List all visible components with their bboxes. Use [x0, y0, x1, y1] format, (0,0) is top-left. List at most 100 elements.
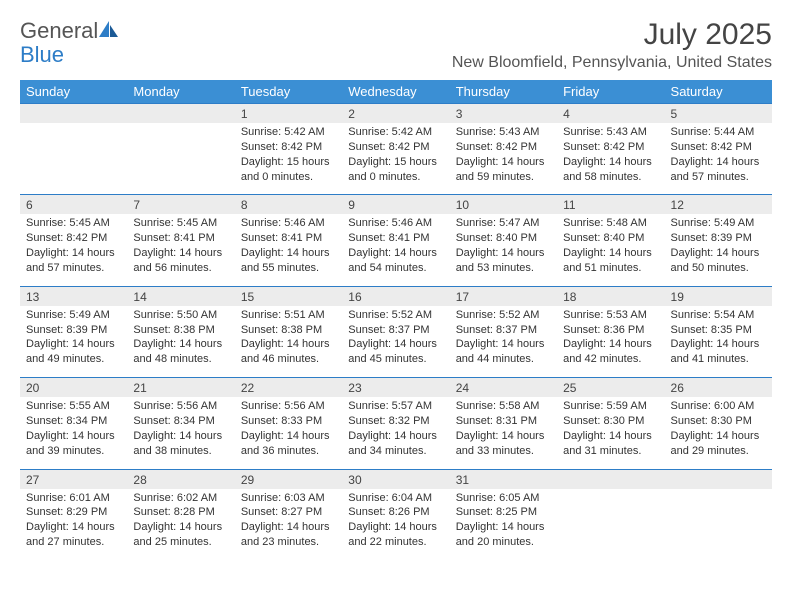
sunset-text: Sunset: 8:40 PM: [563, 231, 658, 246]
sunrise-text: Sunrise: 5:46 AM: [241, 216, 336, 231]
week-detail-row: Sunrise: 5:42 AMSunset: 8:42 PMDaylight:…: [20, 123, 772, 195]
day-number-cell: 14: [127, 286, 234, 306]
day-number-cell: 27: [20, 469, 127, 489]
daylight-text: Daylight: 14 hours and 51 minutes.: [563, 246, 658, 276]
day-detail-cell: Sunrise: 5:47 AMSunset: 8:40 PMDaylight:…: [450, 214, 557, 286]
sunset-text: Sunset: 8:42 PM: [563, 140, 658, 155]
day-detail-cell: Sunrise: 6:03 AMSunset: 8:27 PMDaylight:…: [235, 489, 342, 560]
sunrise-text: Sunrise: 5:49 AM: [671, 216, 766, 231]
daylight-text: Daylight: 14 hours and 44 minutes.: [456, 337, 551, 367]
day-detail-cell: Sunrise: 5:43 AMSunset: 8:42 PMDaylight:…: [557, 123, 664, 195]
day-detail-cell: Sunrise: 6:01 AMSunset: 8:29 PMDaylight:…: [20, 489, 127, 560]
day-number-cell: 17: [450, 286, 557, 306]
daylight-text: Daylight: 14 hours and 50 minutes.: [671, 246, 766, 276]
month-year-title: July 2025: [452, 18, 772, 52]
day-number-cell: 18: [557, 286, 664, 306]
daylight-text: Daylight: 14 hours and 25 minutes.: [133, 520, 228, 550]
daylight-text: Daylight: 14 hours and 45 minutes.: [348, 337, 443, 367]
day-number-cell: 22: [235, 378, 342, 398]
calendar-body: 12345Sunrise: 5:42 AMSunset: 8:42 PMDayl…: [20, 104, 772, 560]
sunrise-text: Sunrise: 5:42 AM: [241, 125, 336, 140]
sunrise-text: Sunrise: 5:42 AM: [348, 125, 443, 140]
day-number-cell: 8: [235, 195, 342, 215]
day-number-cell: 5: [665, 104, 772, 124]
daylight-text: Daylight: 15 hours and 0 minutes.: [241, 155, 336, 185]
sunset-text: Sunset: 8:42 PM: [456, 140, 551, 155]
sunrise-text: Sunrise: 6:05 AM: [456, 491, 551, 506]
sunset-text: Sunset: 8:31 PM: [456, 414, 551, 429]
sunrise-text: Sunrise: 5:56 AM: [241, 399, 336, 414]
day-detail-cell: Sunrise: 5:50 AMSunset: 8:38 PMDaylight:…: [127, 306, 234, 378]
sunset-text: Sunset: 8:38 PM: [133, 323, 228, 338]
day-number-cell: 4: [557, 104, 664, 124]
daylight-text: Daylight: 14 hours and 48 minutes.: [133, 337, 228, 367]
sunrise-text: Sunrise: 6:00 AM: [671, 399, 766, 414]
sunset-text: Sunset: 8:42 PM: [348, 140, 443, 155]
day-detail-cell: Sunrise: 5:54 AMSunset: 8:35 PMDaylight:…: [665, 306, 772, 378]
day-number-cell: 29: [235, 469, 342, 489]
daylight-text: Daylight: 14 hours and 58 minutes.: [563, 155, 658, 185]
day-detail-cell: Sunrise: 5:46 AMSunset: 8:41 PMDaylight:…: [342, 214, 449, 286]
daylight-text: Daylight: 14 hours and 56 minutes.: [133, 246, 228, 276]
day-header: Thursday: [450, 80, 557, 104]
day-detail-cell: Sunrise: 5:44 AMSunset: 8:42 PMDaylight:…: [665, 123, 772, 195]
sunrise-text: Sunrise: 5:45 AM: [26, 216, 121, 231]
day-number-cell: 19: [665, 286, 772, 306]
day-detail-cell: Sunrise: 5:57 AMSunset: 8:32 PMDaylight:…: [342, 397, 449, 469]
day-detail-cell: Sunrise: 5:58 AMSunset: 8:31 PMDaylight:…: [450, 397, 557, 469]
sunrise-text: Sunrise: 5:55 AM: [26, 399, 121, 414]
week-daynum-row: 20212223242526: [20, 378, 772, 398]
day-number-cell: 25: [557, 378, 664, 398]
sunset-text: Sunset: 8:28 PM: [133, 505, 228, 520]
daylight-text: Daylight: 14 hours and 46 minutes.: [241, 337, 336, 367]
location-subtitle: New Bloomfield, Pennsylvania, United Sta…: [452, 54, 772, 72]
day-number-cell: 20: [20, 378, 127, 398]
day-number-cell: 30: [342, 469, 449, 489]
sunset-text: Sunset: 8:27 PM: [241, 505, 336, 520]
sunrise-text: Sunrise: 5:53 AM: [563, 308, 658, 323]
sunset-text: Sunset: 8:36 PM: [563, 323, 658, 338]
sunset-text: Sunset: 8:26 PM: [348, 505, 443, 520]
day-detail-cell: Sunrise: 6:02 AMSunset: 8:28 PMDaylight:…: [127, 489, 234, 560]
week-daynum-row: 2728293031: [20, 469, 772, 489]
sunrise-text: Sunrise: 5:45 AM: [133, 216, 228, 231]
daylight-text: Daylight: 14 hours and 59 minutes.: [456, 155, 551, 185]
sunset-text: Sunset: 8:29 PM: [26, 505, 121, 520]
day-number-cell: 24: [450, 378, 557, 398]
sunset-text: Sunset: 8:32 PM: [348, 414, 443, 429]
daylight-text: Daylight: 14 hours and 36 minutes.: [241, 429, 336, 459]
sunset-text: Sunset: 8:41 PM: [241, 231, 336, 246]
sunset-text: Sunset: 8:39 PM: [26, 323, 121, 338]
week-daynum-row: 6789101112: [20, 195, 772, 215]
day-number-cell: 15: [235, 286, 342, 306]
sunrise-text: Sunrise: 5:49 AM: [26, 308, 121, 323]
day-header: Sunday: [20, 80, 127, 104]
header: General July 2025 New Bloomfield, Pennsy…: [20, 18, 772, 72]
sunset-text: Sunset: 8:34 PM: [26, 414, 121, 429]
logo-sail-icon: [98, 19, 120, 44]
day-number-cell: 31: [450, 469, 557, 489]
sunset-text: Sunset: 8:42 PM: [671, 140, 766, 155]
day-header: Monday: [127, 80, 234, 104]
sunrise-text: Sunrise: 5:52 AM: [456, 308, 551, 323]
sunset-text: Sunset: 8:30 PM: [563, 414, 658, 429]
day-number-cell: 7: [127, 195, 234, 215]
day-detail-cell: Sunrise: 5:56 AMSunset: 8:34 PMDaylight:…: [127, 397, 234, 469]
logo: General: [20, 18, 122, 44]
day-number-cell: 21: [127, 378, 234, 398]
day-detail-cell: Sunrise: 5:42 AMSunset: 8:42 PMDaylight:…: [235, 123, 342, 195]
sunset-text: Sunset: 8:39 PM: [671, 231, 766, 246]
day-detail-cell: Sunrise: 5:55 AMSunset: 8:34 PMDaylight:…: [20, 397, 127, 469]
sunset-text: Sunset: 8:37 PM: [348, 323, 443, 338]
sunrise-text: Sunrise: 5:50 AM: [133, 308, 228, 323]
day-detail-cell: [557, 489, 664, 560]
daylight-text: Daylight: 14 hours and 20 minutes.: [456, 520, 551, 550]
sunset-text: Sunset: 8:34 PM: [133, 414, 228, 429]
day-number-cell: 13: [20, 286, 127, 306]
day-number-cell: 16: [342, 286, 449, 306]
day-header: Tuesday: [235, 80, 342, 104]
week-daynum-row: 12345: [20, 104, 772, 124]
day-number-cell: 26: [665, 378, 772, 398]
day-detail-cell: Sunrise: 5:51 AMSunset: 8:38 PMDaylight:…: [235, 306, 342, 378]
day-header: Friday: [557, 80, 664, 104]
